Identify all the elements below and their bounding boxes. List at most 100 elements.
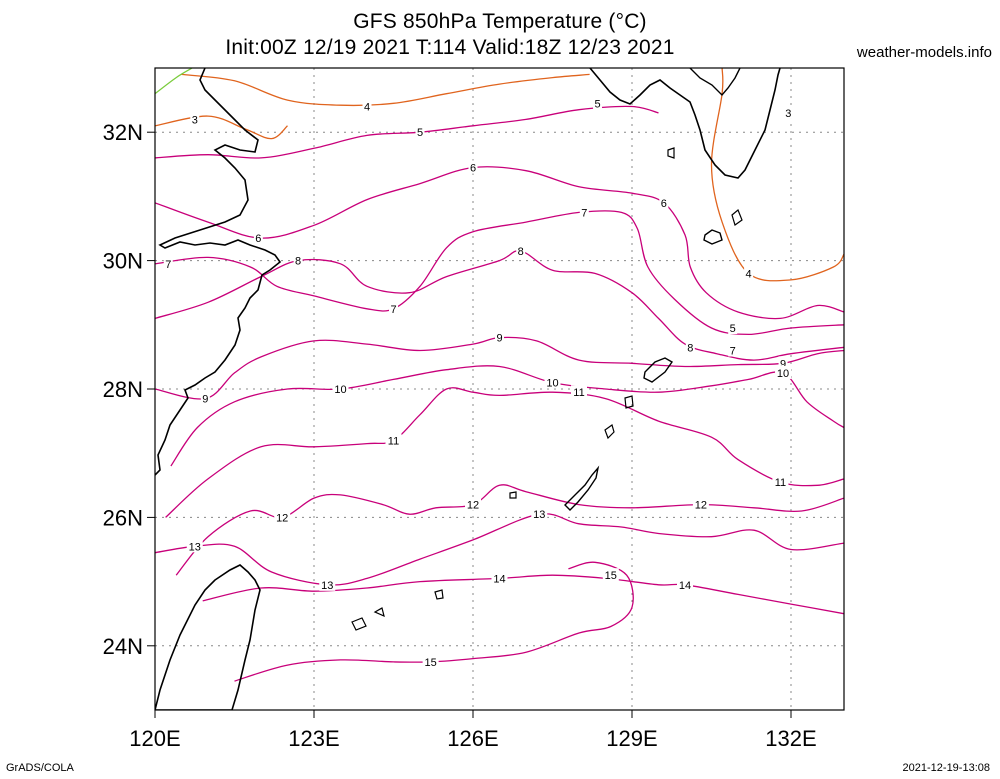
contour-label-bg (602, 568, 619, 582)
contour-label-bg (659, 195, 669, 209)
contour-label-bg (531, 507, 548, 521)
island-small-3 (624, 395, 634, 409)
contour-label-bg (579, 205, 589, 219)
contour-label-bg (491, 571, 508, 585)
contour-label-bg (692, 497, 709, 511)
island-jeju (703, 229, 723, 245)
contour-label: 7 (390, 304, 396, 316)
coastline-china (155, 68, 282, 476)
tick-label-lat: 28N (103, 377, 143, 402)
contour-label-bg (332, 382, 349, 395)
contour-label-bg (319, 577, 336, 591)
contour-label: 14 (493, 573, 505, 585)
contour-label: 13 (321, 580, 333, 592)
contour-label: 10 (334, 384, 346, 396)
contour-label: 12 (467, 500, 479, 512)
contour-line-13 (155, 513, 844, 586)
contour-label: 8 (687, 342, 693, 354)
contour-line-4b (710, 68, 844, 282)
contour-line-7 (155, 210, 844, 336)
contour-label: 6 (661, 198, 667, 210)
contour-label-bg (253, 231, 263, 245)
chart-title: GFS 850hPa Temperature (°C) (353, 10, 647, 33)
coastline-kyushu-north (689, 68, 741, 97)
contour-label: 11 (775, 477, 786, 489)
contour-label: 9 (202, 394, 208, 406)
contour-label: 6 (255, 233, 261, 245)
contour-label: 8 (295, 256, 301, 268)
contour-label: 3 (785, 108, 791, 120)
contour-label-bg (772, 475, 789, 489)
contour-label-bg (744, 266, 754, 280)
contour-label-bg (775, 365, 792, 379)
axis-ticks: 120E 123E 126E 129E 132E 24N 26N 28N 30N 32N (103, 120, 817, 751)
contour-label-bg (728, 321, 738, 335)
contour-label-bg (468, 160, 478, 174)
contour-label-bg (190, 112, 200, 126)
contour-label: 4 (746, 268, 752, 280)
contour-label: 10 (546, 378, 558, 390)
coastline-korea (589, 68, 781, 179)
tick-label-lon: 129E (606, 726, 657, 751)
contour-label: 12 (695, 500, 707, 512)
contour-label-bg (516, 243, 526, 257)
island-ishigaki (351, 607, 385, 631)
island-okinawa (564, 465, 600, 511)
island-amami (643, 357, 674, 383)
tick-label-lat: 24N (103, 634, 143, 659)
contour-label: 14 (679, 580, 691, 592)
contour-label: 9 (780, 358, 786, 370)
contour-label-bg (685, 340, 695, 354)
contour-label-bg (465, 497, 481, 511)
contour-line-14 (202, 574, 844, 615)
tick-label-lat: 30N (103, 249, 143, 274)
contour-label-bg (385, 433, 402, 447)
tick-label-lon: 132E (765, 726, 816, 751)
contour-label: 15 (424, 657, 436, 669)
contour-line-6 (155, 166, 844, 320)
coastlines (155, 68, 781, 710)
contour-label-bg (677, 577, 693, 591)
contour-label-bg (274, 510, 291, 524)
tick-label-lon: 123E (288, 726, 339, 751)
coastline-taiwan (155, 564, 261, 710)
contour-label-bg (415, 125, 425, 139)
tick-label-lat: 32N (103, 120, 143, 145)
island-miyako (434, 589, 444, 600)
island-small-1 (731, 209, 743, 226)
contour-label: 5 (594, 98, 600, 110)
tick-label-lon: 126E (447, 726, 498, 751)
contour-label: 5 (417, 127, 423, 139)
contour-label-bg (389, 301, 398, 315)
contour-label: 13 (189, 541, 201, 553)
contour-label: 6 (470, 163, 476, 175)
contour-label: 11 (573, 387, 584, 399)
contour-label-bg (593, 96, 603, 110)
footer-timestamp: 2021-12-19-13:08 (902, 762, 990, 774)
contour-label-bg (200, 391, 210, 405)
contour-line-2 (155, 68, 193, 95)
contour-label: 4 (364, 102, 370, 114)
contour-label-bg (783, 105, 793, 119)
contour-line-11 (165, 387, 844, 518)
contour-label: 5 (730, 323, 736, 335)
contour-label: 13 (533, 509, 545, 521)
contour-label: 9 (496, 333, 502, 345)
contour-label-bg (728, 343, 738, 357)
contour-label-bg (571, 385, 587, 399)
contour-label: 7 (581, 207, 587, 219)
contour-label: 7 (730, 345, 736, 357)
island-small-2 (604, 424, 615, 440)
chart-subtitle: Init:00Z 12/19 2021 T:114 Valid:18Z 12/2… (225, 36, 675, 59)
contour-label-bg (422, 654, 439, 668)
island-small-4 (509, 491, 517, 499)
contour-label: 10 (777, 368, 789, 380)
tick-label-lon: 120E (129, 726, 180, 751)
contour-label-bg (362, 99, 372, 113)
contour-label-bg (544, 375, 561, 389)
contour-label: 7 (165, 259, 171, 271)
contour-label-bg (495, 330, 504, 344)
contour-label: 12 (276, 512, 288, 524)
